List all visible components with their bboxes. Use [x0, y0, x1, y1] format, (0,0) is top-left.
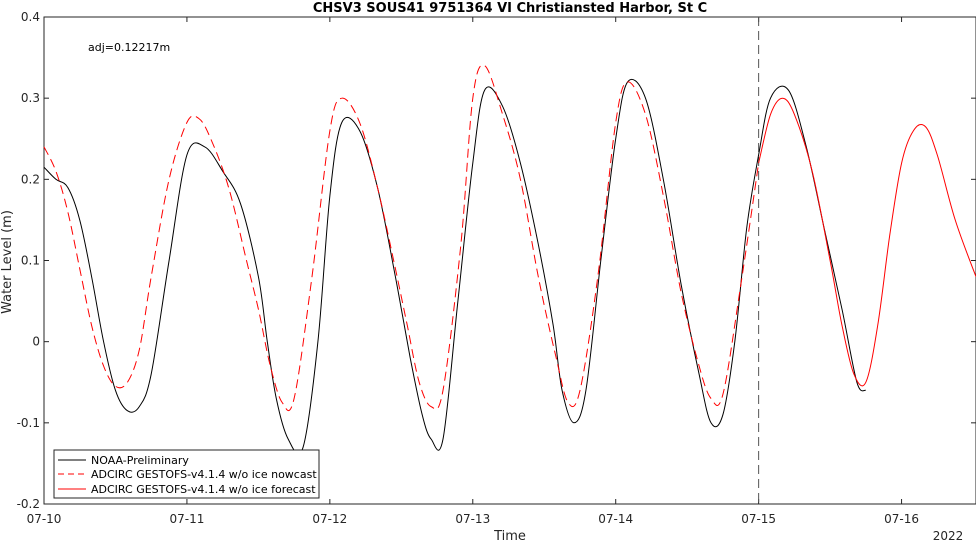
y-tick-label: -0.1 [17, 416, 40, 430]
y-tick-labels: -0.2 -0.1 0 0.1 0.2 0.3 0.4 [17, 10, 40, 511]
adjustment-annotation: adj=0.12217m [88, 41, 170, 54]
legend-entry-forecast: ADCIRC GESTOFS-v4.1.4 w/o ice forecast [91, 483, 316, 496]
y-tick-label: -0.2 [17, 497, 40, 511]
y-axis-label: Water Level (m) [0, 210, 15, 314]
x-tick-label: 07-15 [741, 512, 776, 526]
chart-title: CHSV3 SOUS41 9751364 VI Christiansted Ha… [313, 1, 707, 16]
legend-box [53, 449, 320, 499]
y-tick-label: 0 [32, 335, 40, 349]
series-adcirc-forecast [758, 97, 976, 387]
y-tick-label: 0.4 [21, 10, 40, 24]
series-noaa-preliminary [43, 78, 867, 455]
plot-frame [43, 16, 976, 505]
legend: NOAA-Preliminary ADCIRC GESTOFS-v4.1.4 w… [53, 449, 320, 499]
x-tick-label: 07-16 [884, 512, 919, 526]
x-tick-label: 07-13 [455, 512, 490, 526]
y-tick-marks [44, 16, 976, 505]
legend-entry-noaa: NOAA-Preliminary [91, 454, 189, 467]
legend-entry-nowcast: ADCIRC GESTOFS-v4.1.4 w/o ice nowcast [91, 468, 317, 481]
x-tick-label: 07-10 [27, 512, 62, 526]
x-tick-label: 07-14 [598, 512, 633, 526]
y-tick-label: 0.2 [21, 172, 40, 186]
series-adcirc-nowcast [43, 64, 760, 411]
x-axis-label: Time [493, 529, 526, 541]
y-tick-label: 0.3 [21, 91, 40, 105]
year-label: 2022 [933, 529, 964, 541]
series-layer [43, 64, 976, 455]
x-tick-label: 07-12 [312, 512, 347, 526]
x-tick-label: 07-11 [169, 512, 204, 526]
x-tick-labels: 07-10 07-11 07-12 07-13 07-14 07-15 07-16 [27, 512, 919, 526]
y-tick-label: 0.1 [21, 254, 40, 268]
